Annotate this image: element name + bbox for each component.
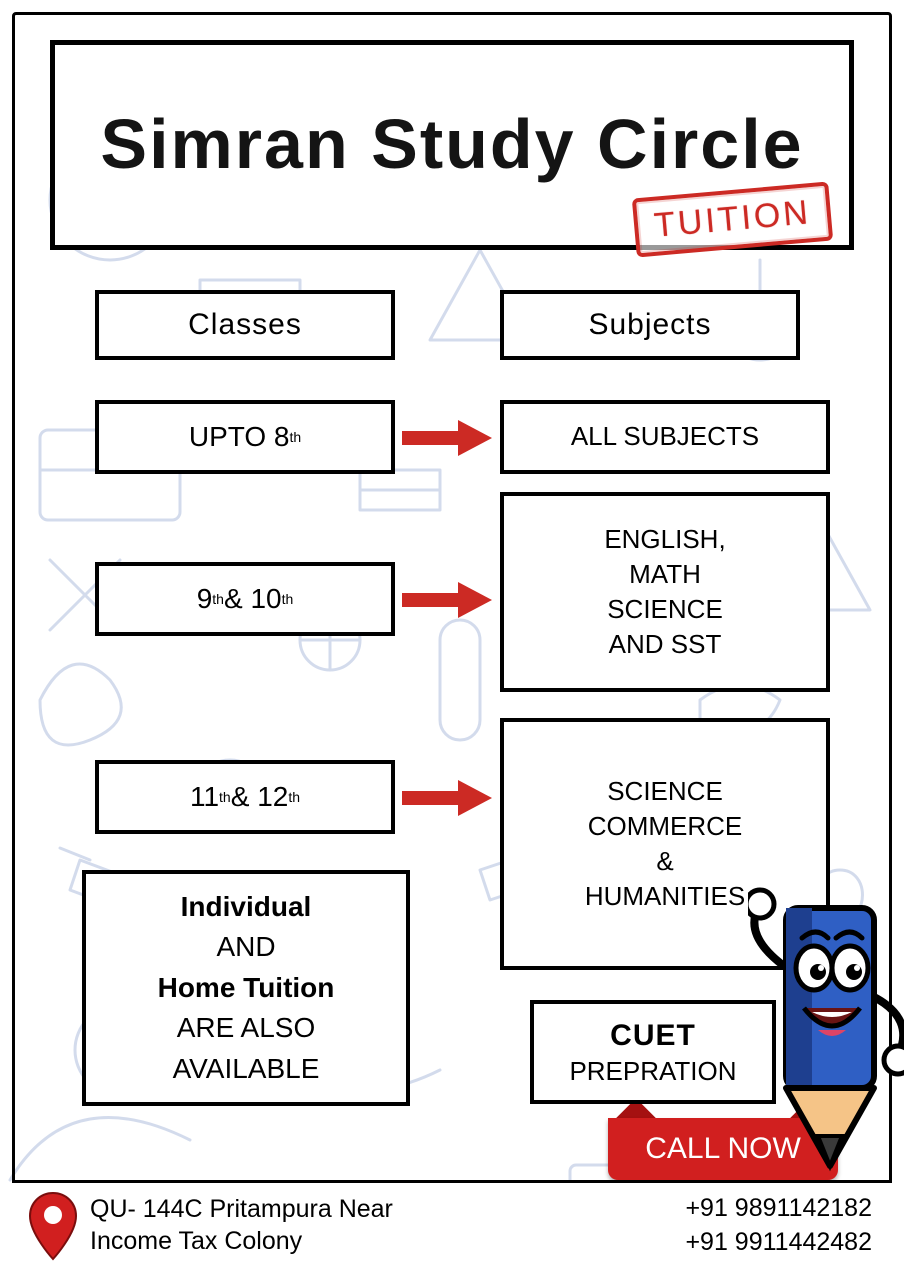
address-block: QU- 144C Pritampura Near Income Tax Colo… — [90, 1194, 685, 1257]
title-text: Simran Study Circle — [100, 101, 803, 189]
cuet-box: CUET PREPRATION — [530, 1000, 776, 1104]
pencil-mascot-icon — [748, 878, 904, 1178]
individual-home-tuition-box: Individual AND Home Tuition ARE ALSO AVA… — [82, 870, 410, 1106]
header-subjects: Subjects — [500, 290, 800, 360]
phone-2: +91 9911442482 — [685, 1226, 872, 1260]
phones-block: +91 9891142182 +91 9911442482 — [685, 1192, 872, 1260]
phone-1: +91 9891142182 — [685, 1192, 872, 1226]
cuet-heading: CUET — [610, 1016, 696, 1055]
arrow-icon-1 — [402, 582, 492, 618]
tuition-stamp: TUITION — [632, 182, 833, 258]
location-pin-icon — [26, 1191, 80, 1261]
available-label: AVAILABLE — [173, 1049, 320, 1090]
arrow-icon-2 — [402, 780, 492, 816]
header-classes: Classes — [95, 290, 395, 360]
address-line-2: Income Tax Colony — [90, 1226, 685, 1257]
are-also-label: ARE ALSO — [177, 1008, 316, 1049]
subject-box-0: ALL SUBJECTS — [500, 400, 830, 474]
subject-box-1: ENGLISH, MATH SCIENCE AND SST — [500, 492, 830, 692]
class-box-2: 11th& 12th — [95, 760, 395, 834]
address-line-1: QU- 144C Pritampura Near — [90, 1194, 685, 1225]
title-box: Simran Study Circle TUITION — [50, 40, 854, 250]
individual-label: Individual — [181, 887, 312, 928]
home-tuition-label: Home Tuition — [158, 968, 335, 1009]
cuet-sub: PREPRATION — [569, 1055, 736, 1089]
class-box-1: 9th& 10th — [95, 562, 395, 636]
arrow-icon-0 — [402, 420, 492, 456]
class-box-0: UPTO 8th — [95, 400, 395, 474]
footer-bar: QU- 144C Pritampura Near Income Tax Colo… — [12, 1180, 892, 1268]
and-label: AND — [216, 927, 275, 968]
